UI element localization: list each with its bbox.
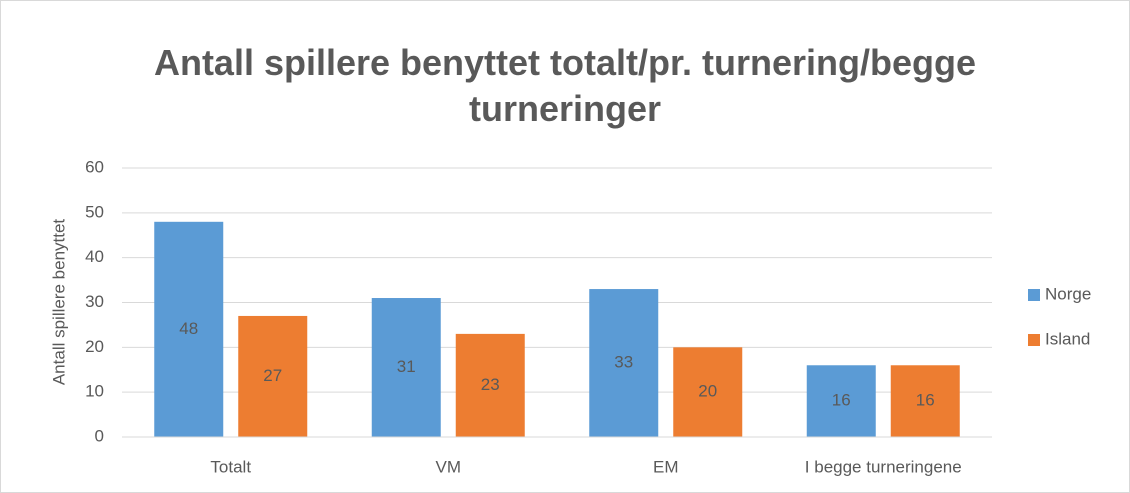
y-tick-label: 40 [85, 247, 104, 266]
bar [806, 365, 876, 437]
legend-label: Norge [1045, 284, 1091, 303]
bar [673, 347, 743, 437]
bar [455, 333, 525, 437]
x-tick-label: EM [653, 457, 679, 476]
y-tick-label: 20 [85, 337, 104, 356]
y-tick-label: 0 [95, 426, 104, 445]
data-label: 27 [263, 366, 282, 385]
y-tick-label: 60 [85, 157, 104, 176]
y-tick-label: 30 [85, 292, 104, 311]
bar [154, 221, 224, 437]
x-tick-label: Totalt [210, 457, 251, 476]
bar [371, 298, 441, 437]
data-label: 20 [698, 382, 717, 401]
bar [238, 315, 308, 437]
chart-title: Antall spillere benyttet totalt/pr. turn… [153, 42, 977, 129]
data-label: 16 [916, 391, 935, 410]
y-tick-label: 50 [85, 202, 104, 221]
bar [589, 289, 659, 437]
data-label: 48 [179, 319, 198, 338]
legend-swatch [1028, 334, 1040, 346]
data-label: 23 [481, 375, 500, 394]
legend-swatch [1028, 289, 1040, 301]
bar [890, 365, 960, 437]
x-tick-label: VM [436, 457, 462, 476]
data-label: 31 [397, 357, 416, 376]
data-label: 16 [832, 391, 851, 410]
y-axis-label: Antall spillere benyttet [49, 219, 68, 386]
y-tick-label: 10 [85, 382, 104, 401]
data-label: 33 [614, 353, 633, 372]
x-tick-label: I begge turneringene [805, 457, 962, 476]
legend-label: Island [1045, 329, 1090, 348]
